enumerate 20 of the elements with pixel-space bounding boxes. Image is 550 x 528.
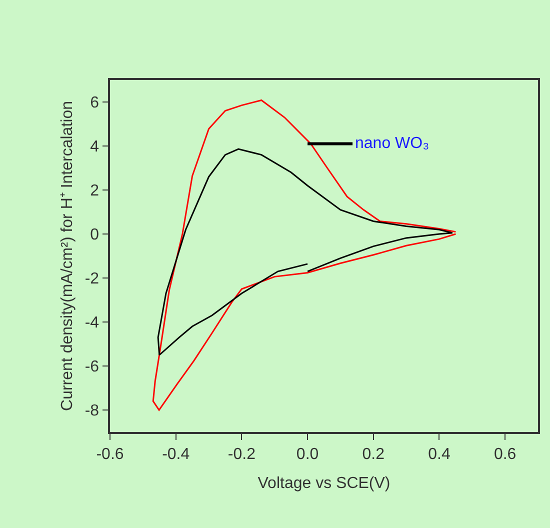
x-tick-label: 0.4 xyxy=(428,446,450,463)
line-series xyxy=(152,99,456,411)
y-tick-label: 2 xyxy=(90,182,100,200)
y-tick-label: -4 xyxy=(84,314,100,332)
y-tick-label: 0 xyxy=(90,226,100,244)
x-tick-label: -0.2 xyxy=(228,446,256,463)
x-tick-label: 0.2 xyxy=(362,446,385,463)
y-tick-label: -8 xyxy=(84,402,100,420)
line-series xyxy=(157,148,454,356)
x-axis-title: Voltage vs SCE(V) xyxy=(258,475,390,492)
annotation: nano WO₃ xyxy=(355,135,430,152)
x-tick-label: -0.6 xyxy=(96,446,124,463)
x-tick-label: 0.6 xyxy=(494,446,516,463)
y-tick-label: 6 xyxy=(90,94,100,112)
y-tick-label: 4 xyxy=(90,138,100,156)
y-tick-label: -6 xyxy=(84,358,100,376)
x-tick-label: 0.0 xyxy=(296,446,319,463)
y-axis-title: Current density(mA/cm²) for H⁺ Intercalation xyxy=(59,101,76,411)
x-tick-label: -0.4 xyxy=(162,446,190,463)
y-tick-label: -2 xyxy=(84,270,100,288)
